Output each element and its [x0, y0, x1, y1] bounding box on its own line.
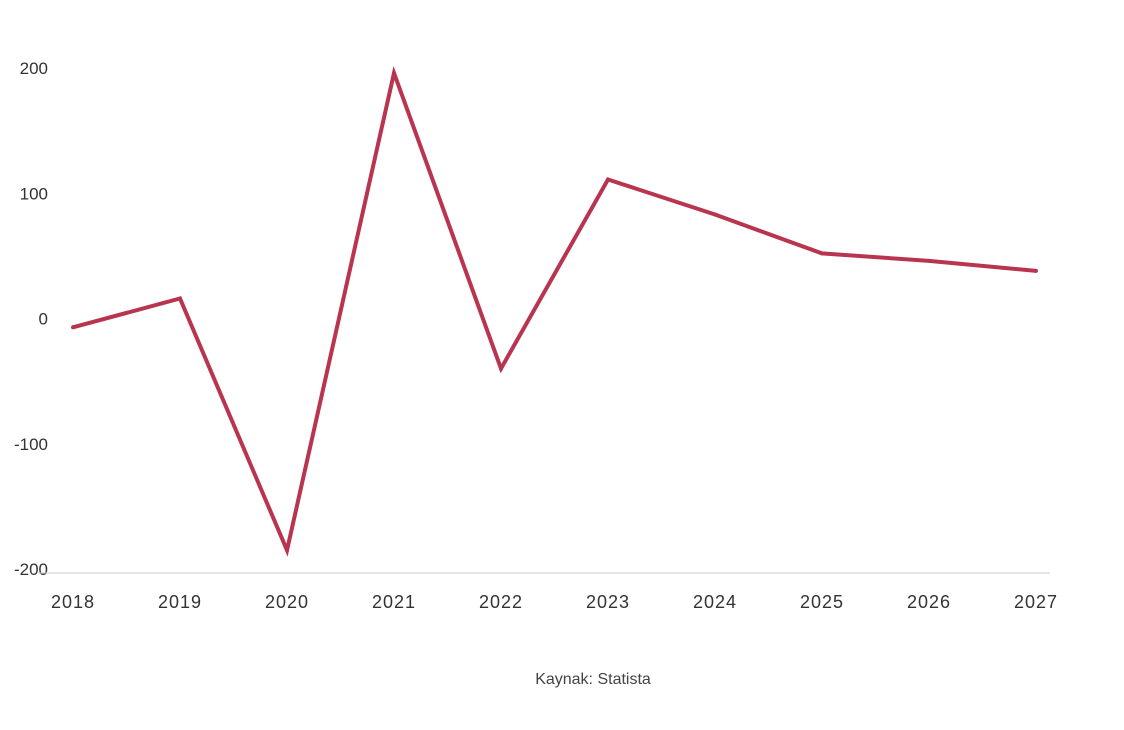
y-tick-label: -200 — [14, 560, 48, 579]
data-point — [178, 296, 182, 301]
data-point — [285, 548, 289, 553]
y-tick-label: 200 — [20, 59, 48, 78]
data-point — [1034, 268, 1038, 273]
data-point — [71, 325, 75, 330]
x-tick-label: 2021 — [372, 592, 416, 612]
y-tick-label: 100 — [20, 184, 48, 203]
x-tick-label: 2020 — [265, 592, 309, 612]
source-label: Kaynak: Statista — [535, 671, 651, 688]
x-tick-label: 2022 — [479, 592, 523, 612]
x-tick-label: 2019 — [158, 592, 202, 612]
x-tick-label: 2018 — [51, 592, 95, 612]
data-point — [392, 71, 396, 76]
y-tick-label: -100 — [14, 435, 48, 454]
x-tick-label: 2024 — [693, 592, 737, 612]
x-axis-tick-labels: 2018 2019 2020 2021 2022 2023 2024 2025 2026 2027 — [51, 592, 1058, 612]
x-tick-label: 2025 — [800, 592, 844, 612]
x-tick-label: 2023 — [586, 592, 630, 612]
series-line — [72, 65, 1037, 557]
data-point — [820, 251, 824, 256]
data-point — [499, 366, 503, 371]
series-points — [71, 71, 1038, 553]
y-tick-label: 0 — [39, 310, 48, 329]
x-tick-label: 2027 — [1014, 592, 1058, 612]
data-point — [606, 177, 610, 182]
y-axis-tick-labels: 200 100 0 -100 -200 — [14, 59, 48, 579]
data-point — [713, 212, 717, 217]
x-tick-label: 2026 — [907, 592, 951, 612]
data-point — [927, 258, 931, 263]
